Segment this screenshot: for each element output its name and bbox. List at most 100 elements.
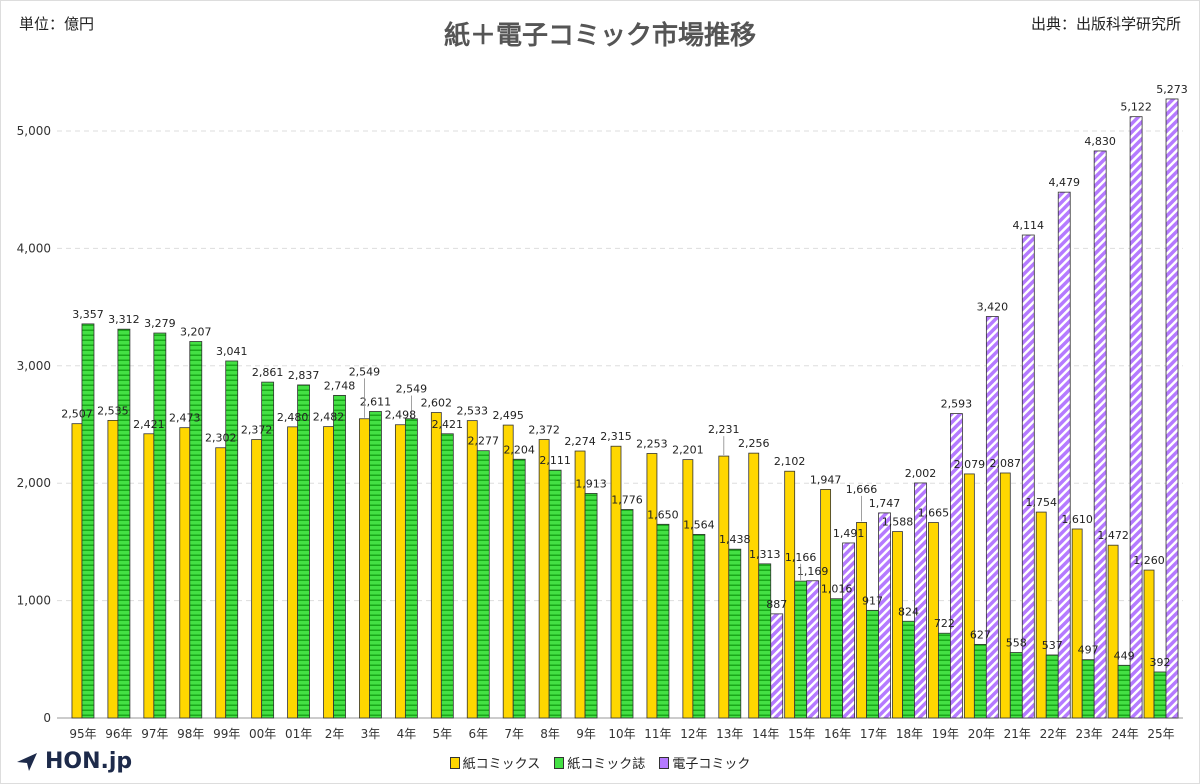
bar-paper-comics [466, 420, 478, 719]
data-label: 3,279 [144, 317, 176, 330]
bar-paper-magazines [1009, 652, 1023, 719]
data-label: 3,420 [977, 300, 1009, 313]
data-label: 1,472 [1097, 529, 1129, 542]
data-label: 3,041 [216, 345, 248, 358]
data-label: 1,650 [647, 508, 679, 521]
y-tick-label: 3,000 [17, 359, 51, 373]
data-label: 2,861 [252, 366, 284, 379]
chart-title: 紙＋電子コミック市場推移 [443, 21, 756, 51]
data-label: 2,315 [600, 430, 632, 443]
data-label: 2,421 [432, 418, 464, 431]
data-label: 1,666 [846, 483, 878, 496]
x-tick-label: 4年 [397, 727, 417, 741]
data-label: 2,231 [708, 423, 740, 436]
data-label: 2,421 [133, 418, 165, 431]
data-label: 2,277 [468, 435, 500, 448]
x-tick-label: 14年 [752, 727, 779, 741]
bar-paper-magazines [620, 509, 634, 719]
bar-paper-comics [1035, 511, 1047, 719]
x-tick-label: 19年 [932, 727, 959, 741]
bar-paper-magazines [973, 643, 987, 719]
legend-item-paper-magazines: 紙コミック誌 [554, 753, 645, 772]
bar-digital [878, 512, 891, 719]
bar-paper-magazines [1117, 664, 1131, 719]
data-label: 2,602 [421, 397, 453, 410]
bar-paper-comics [999, 472, 1011, 719]
data-label: 2,549 [349, 365, 381, 378]
logo-arrow-icon [17, 752, 37, 771]
bar-paper-comics [251, 439, 263, 719]
data-label: 392 [1150, 656, 1171, 669]
data-label: 2,253 [636, 437, 668, 450]
x-tick-label: 97年 [141, 727, 168, 741]
data-label: 2,087 [990, 457, 1022, 470]
bar-digital [770, 613, 784, 719]
data-label: 2,102 [774, 455, 806, 468]
data-label: 2,002 [905, 467, 937, 480]
bar-paper-comics [646, 453, 658, 719]
data-label: 887 [766, 598, 787, 611]
bar-paper-magazines [692, 533, 706, 719]
bar-paper-comics [748, 452, 760, 719]
data-label: 497 [1078, 644, 1099, 657]
x-tick-label: 16年 [824, 727, 851, 741]
data-label: 1,166 [785, 551, 817, 564]
data-label: 2,204 [503, 443, 535, 456]
bar-paper-comics [430, 412, 442, 719]
data-label: 2,533 [457, 405, 489, 418]
x-tick-label: 95年 [69, 727, 96, 741]
bar-paper-comics [359, 418, 370, 719]
bar-digital [914, 482, 927, 719]
data-label: 537 [1042, 639, 1063, 652]
data-label: 1,665 [918, 507, 950, 520]
data-label: 2,837 [288, 369, 320, 382]
bar-digital [1057, 191, 1071, 719]
x-tick-label: 21年 [1004, 727, 1031, 741]
y-tick-label: 0 [43, 711, 51, 725]
data-label: 2,507 [61, 408, 93, 421]
bar-paper-comics [394, 424, 406, 719]
bar-paper-comics [610, 445, 622, 719]
bar-paper-magazines [225, 360, 239, 719]
x-tick-label: 6年 [468, 727, 488, 741]
x-tick-label: 7年 [504, 727, 524, 741]
bar-paper-magazines [902, 620, 915, 719]
data-label: 2,593 [941, 398, 973, 411]
source-label: 出典：出版科学研究所 [1030, 15, 1181, 33]
bar-paper-comics [718, 455, 730, 719]
data-label: 449 [1114, 649, 1135, 662]
bar-paper-magazines [1153, 671, 1167, 719]
x-tick-label: 12年 [680, 727, 707, 741]
data-label: 1,016 [821, 583, 853, 596]
x-tick-label: 01年 [285, 727, 312, 741]
bar-paper-magazines [866, 609, 879, 719]
data-label: 4,114 [1013, 219, 1045, 232]
x-tick-label: 2年 [325, 727, 345, 741]
bar-paper-magazines [261, 381, 275, 719]
data-label: 917 [862, 594, 883, 607]
bar-paper-comics [215, 447, 227, 719]
x-tick-label: 3年 [361, 727, 381, 741]
data-label: 2,473 [169, 412, 201, 425]
bar-paper-comics [143, 433, 155, 719]
x-tick-label: 9年 [576, 727, 596, 741]
data-label: 2,274 [564, 435, 596, 448]
bar-paper-comics [1071, 528, 1083, 719]
x-tick-label: 98年 [177, 727, 204, 741]
data-label: 2,302 [205, 432, 237, 445]
data-label: 2,201 [672, 444, 704, 457]
data-label: 1,913 [575, 477, 607, 490]
bar-paper-comics [856, 522, 867, 719]
data-label: 3,207 [180, 325, 212, 338]
data-label: 2,748 [324, 379, 356, 392]
bar-paper-comics [820, 489, 832, 719]
data-label: 1,491 [833, 527, 865, 540]
bar-paper-comics [502, 424, 514, 719]
x-tick-label: 8年 [540, 727, 560, 741]
x-tick-label: 5年 [433, 727, 453, 741]
bar-paper-comics [287, 426, 298, 719]
data-label: 5,273 [1156, 83, 1188, 96]
x-tick-label: 18年 [896, 727, 923, 741]
y-tick-label: 2,000 [17, 476, 51, 490]
data-label: 1,260 [1133, 554, 1165, 567]
